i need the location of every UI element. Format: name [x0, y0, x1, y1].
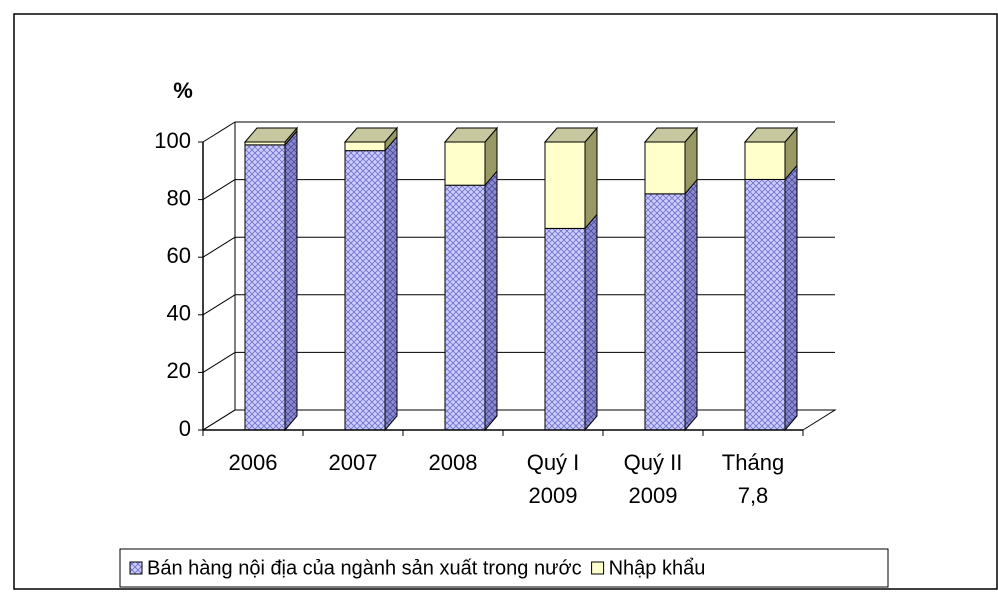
x-tick-label: 7,8: [738, 483, 769, 508]
legend-swatch: [591, 561, 605, 575]
y-tick-label: 20: [167, 358, 191, 383]
bar: [544, 227, 586, 431]
x-tick-label: Quý II: [624, 450, 683, 475]
bar: [744, 141, 786, 180]
y-tick-label: 40: [167, 301, 191, 326]
x-tick-label: 2009: [629, 483, 678, 508]
bar-side: [484, 169, 498, 432]
bar-top: [743, 127, 799, 143]
y-tick-label: 80: [167, 185, 191, 210]
bar: [544, 141, 586, 229]
y-tick-label: 60: [167, 243, 191, 268]
y-axis-label: %: [173, 78, 193, 103]
y-tick-label: 100: [154, 128, 191, 153]
bar: [344, 150, 386, 431]
x-tick-label: Quý I: [527, 450, 580, 475]
legend-swatch: [129, 561, 143, 575]
bar-top: [243, 127, 299, 143]
legend-label: Nhập khẩu: [609, 557, 706, 579]
y-tick-label: 0: [179, 416, 191, 441]
x-tick-label: 2008: [429, 450, 478, 475]
bar-side: [684, 178, 698, 432]
bar: [744, 178, 786, 431]
grid-diagonal: [202, 179, 236, 201]
chart-frame: [13, 13, 998, 590]
grid-diagonal: [202, 351, 236, 373]
bar: [644, 141, 686, 195]
bar: [644, 193, 686, 431]
bar-top: [643, 127, 699, 143]
bar: [444, 184, 486, 431]
bar-top: [343, 127, 399, 143]
grid-diagonal: [202, 409, 236, 431]
bar: [444, 141, 486, 186]
grid-diagonal: [202, 121, 236, 143]
grid-diagonal: [202, 236, 236, 258]
bar-top: [543, 127, 599, 143]
x-tick-label: Tháng: [722, 450, 784, 475]
x-tick-label: 2006: [229, 450, 278, 475]
bar-top: [443, 127, 499, 143]
bar-side: [384, 135, 398, 432]
bar-side: [584, 213, 598, 432]
legend-label: Bán hàng nội địa của ngành sản xuất tron…: [147, 557, 582, 579]
bar-side: [284, 129, 298, 432]
grid-diagonal: [202, 294, 236, 316]
bar-side: [784, 164, 798, 432]
bar: [244, 144, 286, 431]
bar-side: [584, 126, 598, 230]
x-tick-label: 2009: [529, 483, 578, 508]
bar: [344, 141, 386, 152]
legend-box: [119, 548, 889, 588]
x-tick-label: 2007: [329, 450, 378, 475]
